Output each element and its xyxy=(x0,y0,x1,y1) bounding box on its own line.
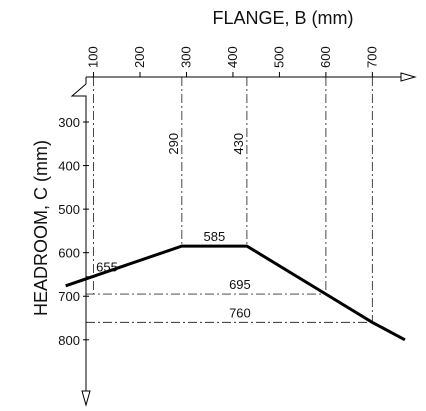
x-tick-label: 200 xyxy=(132,46,147,68)
value-annotation: 760 xyxy=(229,305,251,320)
tick-labels: 100 200 300 400 500 600 700 300 400 500 600 700 800 xyxy=(58,46,379,348)
y-tick-label: 700 xyxy=(58,289,80,304)
axes xyxy=(70,72,417,407)
y-tick-label: 600 xyxy=(58,246,80,261)
annotations: 290 430 585 655 695 760 xyxy=(96,133,251,320)
y-tick-label: 300 xyxy=(58,115,80,130)
reference-lines xyxy=(86,77,373,323)
y-axis-title: HEADROOM, C (mm) xyxy=(31,140,51,316)
y-tick-label: 800 xyxy=(58,333,80,348)
x-tick-label: 400 xyxy=(225,46,240,68)
x-tick-label: 700 xyxy=(364,46,379,68)
x-tick-label: 500 xyxy=(271,46,286,68)
value-annotation: 695 xyxy=(229,277,251,292)
value-annotation: 290 xyxy=(166,133,181,155)
y-tick-label: 500 xyxy=(58,202,80,217)
x-tick-label: 600 xyxy=(318,46,333,68)
x-axis-arrow xyxy=(400,72,417,82)
y-tick-label: 400 xyxy=(58,159,80,174)
x-tick-label: 300 xyxy=(178,46,193,68)
x-tick-label: 100 xyxy=(86,46,101,68)
y-axis-break xyxy=(70,83,87,393)
value-annotation: 430 xyxy=(231,133,246,155)
value-annotation: 655 xyxy=(96,260,118,275)
data-series xyxy=(65,244,406,342)
headroom-line xyxy=(65,244,406,342)
y-axis-arrow xyxy=(81,390,91,407)
value-annotation: 585 xyxy=(204,229,226,244)
x-axis-title: FLANGE, B (mm) xyxy=(212,8,353,28)
